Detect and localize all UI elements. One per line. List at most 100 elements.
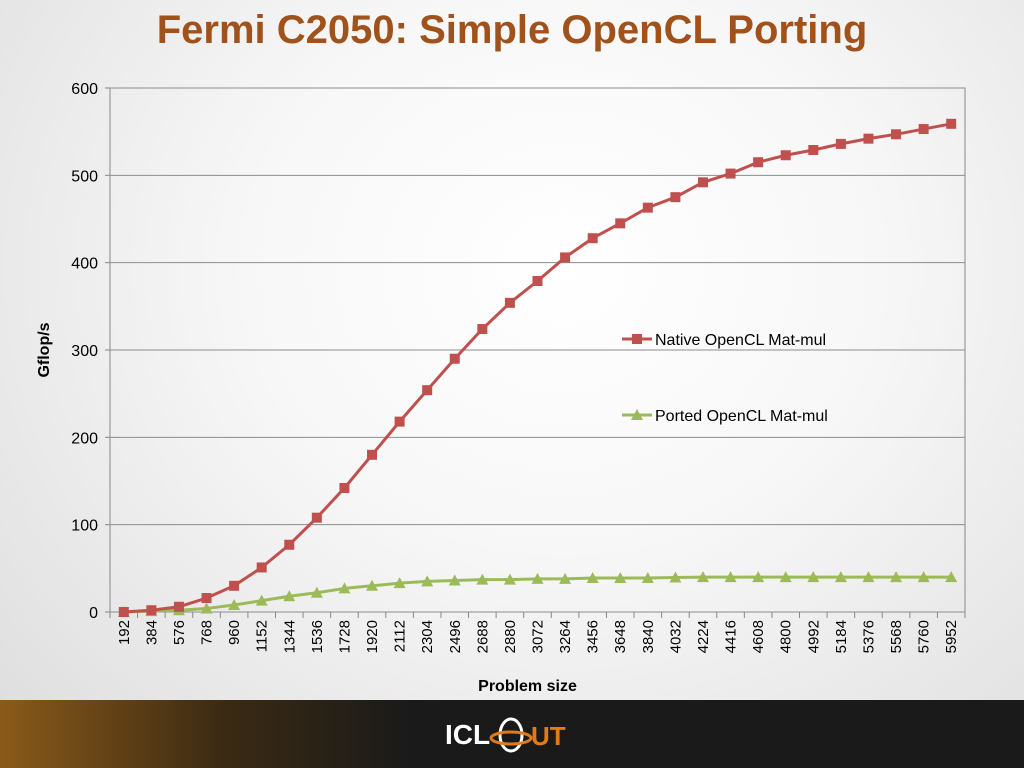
data-point	[118, 607, 129, 617]
data-point	[532, 276, 543, 287]
footer-bar	[0, 700, 1024, 768]
data-point	[173, 601, 184, 612]
data-point	[780, 150, 791, 161]
y-tick-label: 500	[71, 168, 98, 185]
x-tick-label: 2880	[502, 620, 519, 653]
x-tick-label: 1728	[336, 620, 353, 653]
data-point	[670, 192, 681, 203]
legend-marker	[631, 409, 643, 420]
x-tick-label: 4800	[778, 620, 795, 653]
y-tick-label: 400	[71, 256, 98, 273]
data-point	[366, 579, 379, 591]
data-point	[531, 572, 544, 584]
x-tick-label: 4224	[695, 620, 712, 653]
series-line	[123, 122, 952, 614]
data-point	[449, 353, 460, 364]
data-point	[393, 577, 406, 589]
x-tick-label: 192	[116, 620, 133, 645]
x-tick-label: 4416	[723, 620, 740, 653]
logo-ring-icon	[498, 717, 524, 753]
x-tick-label: 576	[171, 620, 188, 645]
y-tick-label: 300	[71, 343, 98, 360]
x-tick-label: 4032	[667, 620, 684, 653]
data-point	[863, 133, 874, 144]
data-point	[201, 593, 212, 604]
y-tick-label: 0	[89, 605, 98, 622]
series-ported	[117, 571, 958, 617]
data-point	[448, 574, 461, 586]
data-point	[476, 573, 489, 585]
data-point	[753, 157, 764, 168]
line-chart: 0 100 200 300 400 500 600 192 384 576 768 960 1152 13…	[36, 81, 966, 695]
data-point	[641, 571, 654, 583]
data-point	[560, 252, 571, 263]
x-tick-label: 3648	[612, 620, 629, 653]
data-point	[808, 145, 819, 156]
data-point	[862, 571, 875, 583]
data-point	[310, 586, 323, 598]
data-point	[587, 233, 598, 244]
x-tick-label: 5568	[888, 620, 905, 653]
data-point	[586, 571, 599, 583]
data-point	[725, 168, 736, 179]
data-point	[890, 571, 903, 583]
y-tick-label: 100	[71, 518, 98, 535]
logo-text: ICL	[445, 719, 490, 750]
y-axis-title: Gflop/s	[36, 322, 53, 377]
data-point	[146, 605, 157, 616]
data-point	[367, 449, 378, 460]
data-point	[946, 118, 957, 129]
x-tick-label: 5184	[833, 620, 850, 653]
data-point	[504, 297, 515, 308]
x-tick-label: 2112	[392, 620, 409, 652]
data-point	[752, 571, 765, 583]
data-point	[891, 129, 902, 140]
data-point	[421, 575, 434, 587]
x-tick-label: 2496	[447, 620, 464, 653]
x-tick-label: 5952	[943, 620, 960, 653]
data-point	[696, 571, 709, 583]
data-point	[614, 571, 627, 583]
data-point	[256, 562, 267, 573]
data-point	[669, 571, 682, 583]
legend-label: Ported OpenCL Mat-mul	[655, 408, 828, 425]
x-axis-title: Problem size	[478, 678, 577, 695]
data-point	[200, 602, 213, 614]
x-tick-label: 4608	[750, 620, 767, 653]
x-tick-label: 3840	[640, 620, 657, 653]
x-tick-label: 4992	[805, 620, 822, 653]
y-tick-label: 200	[71, 430, 98, 447]
x-tick-label: 5760	[916, 620, 933, 653]
x-tick-label: 1536	[309, 620, 326, 653]
slide-title: Fermi C2050: Simple OpenCL Porting	[156, 8, 868, 52]
data-point	[422, 385, 433, 396]
data-point	[311, 512, 322, 523]
data-point	[255, 594, 268, 606]
x-tick-label: 960	[226, 620, 243, 645]
x-tick-label: 1152	[254, 620, 271, 652]
x-tick-label: 2688	[474, 620, 491, 653]
data-point	[229, 580, 240, 591]
data-point	[945, 571, 958, 583]
data-point	[918, 124, 929, 135]
ut-mark: UT	[531, 721, 566, 751]
data-point	[228, 599, 241, 611]
y-tick-label: 600	[71, 81, 98, 98]
icl-ut-logo: ICL UT	[445, 717, 566, 753]
x-tick-label: 2304	[419, 620, 436, 653]
data-point	[394, 416, 405, 427]
data-point	[807, 571, 820, 583]
data-point	[503, 573, 516, 585]
data-point	[559, 572, 572, 584]
data-point	[477, 324, 488, 335]
x-tick-label: 3264	[557, 620, 574, 653]
data-point	[835, 138, 846, 149]
legend-marker	[632, 334, 642, 344]
x-tick-label: 5376	[860, 620, 877, 653]
x-tick-label: 1344	[281, 620, 298, 653]
x-tick-label: 384	[143, 620, 160, 645]
logo-orbit-icon	[489, 730, 533, 746]
data-point	[779, 571, 792, 583]
x-tick-label: 3072	[530, 620, 547, 653]
data-point	[917, 571, 930, 583]
